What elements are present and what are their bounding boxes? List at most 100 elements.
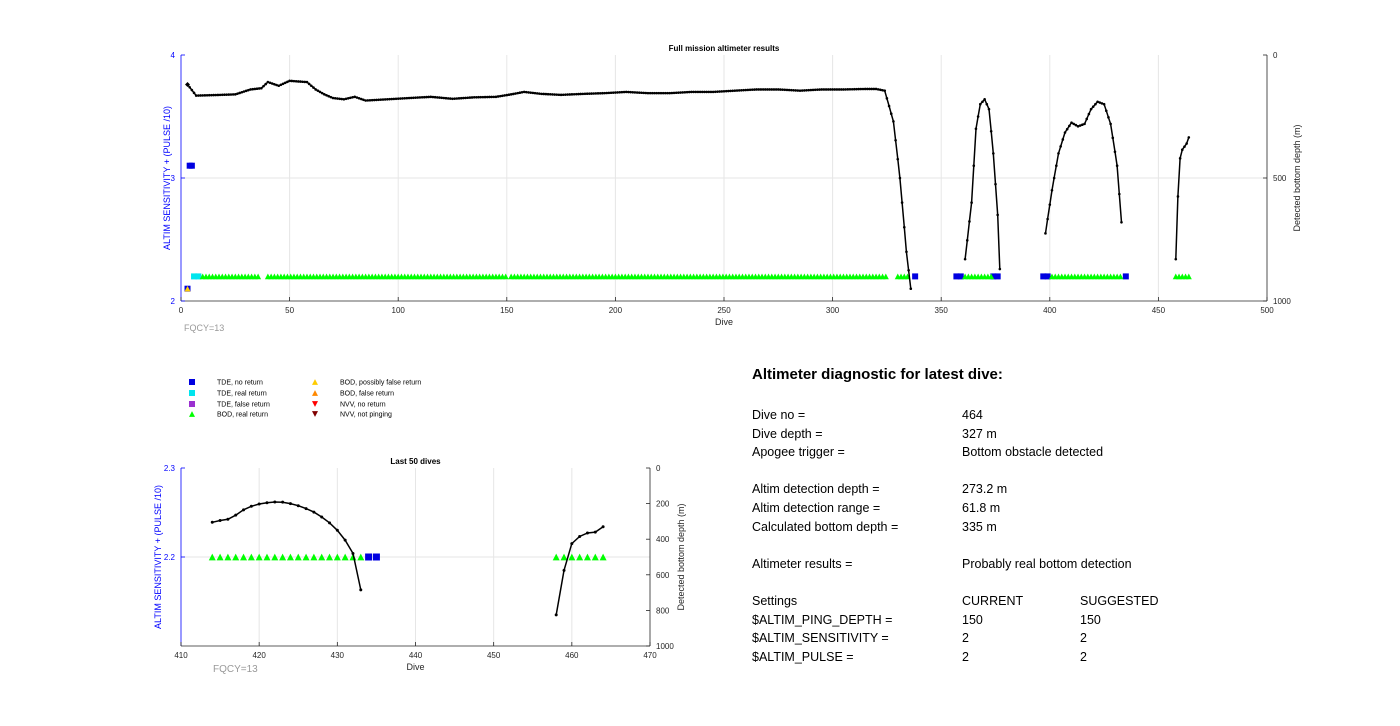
bottom-depth-point — [850, 87, 854, 91]
bottom-depth-point — [1050, 189, 1054, 192]
bottom-depth-point — [370, 98, 374, 102]
bottom-depth-point — [247, 88, 250, 92]
bottom-depth-point — [362, 98, 365, 102]
bottom-depth-point — [729, 89, 732, 93]
bottom-depth-point — [216, 93, 220, 97]
bottom-depth-point — [316, 89, 320, 92]
tde-real-return-marker — [191, 273, 198, 280]
bottom-depth-point — [709, 90, 713, 94]
bottom-depth-point — [364, 99, 367, 102]
tde-no-return-marker — [1040, 273, 1047, 280]
altim-detection-range-value: 61.8 m — [962, 500, 1001, 515]
bottom-depth-point — [970, 201, 973, 204]
bottom-depth-point — [244, 89, 248, 93]
bottom-depth-point — [431, 95, 435, 99]
legend-label: NVV, not pinging — [340, 412, 392, 419]
bottom-depth-point — [718, 90, 721, 93]
legend-label: NVV, no return — [340, 402, 386, 409]
bottom-depth-point — [976, 115, 980, 118]
bottom-depth-point — [368, 98, 372, 102]
bottom-depth-point — [305, 80, 309, 84]
x-tick-label: 440 — [409, 651, 423, 660]
bottom-depth-point — [207, 93, 211, 97]
bottom-depth-point — [983, 97, 986, 101]
bottom-depth-point — [750, 88, 754, 91]
bottom-depth-point — [346, 96, 350, 100]
bottom-depth-point — [501, 94, 504, 98]
bottom-depth-point — [1078, 124, 1082, 127]
bottom-depth-point — [733, 89, 737, 92]
bottom-depth-point — [453, 97, 456, 100]
bottom-depth-point — [642, 91, 645, 95]
bottom-depth-point — [809, 88, 813, 92]
bottom-depth-point — [333, 96, 337, 100]
bottom-depth-point — [731, 89, 734, 93]
bottom-depth-point — [593, 530, 597, 534]
bottom-depth-point — [772, 88, 776, 91]
bottom-depth-point — [659, 91, 663, 95]
bottom-depth-point — [192, 91, 196, 95]
bottom-depth-point — [783, 88, 787, 92]
bottom-depth-point — [251, 87, 254, 91]
bottom-depth-point — [201, 94, 205, 97]
bottom-depth-point — [229, 93, 233, 96]
bottom-depth-point — [700, 90, 704, 94]
bottom-depth-point — [664, 91, 667, 95]
bottom-depth-point — [540, 92, 543, 96]
altim-detection-depth-label: Altim detection depth = — [752, 482, 880, 497]
legend-label: BOD, false return — [340, 391, 394, 398]
bottom-depth-point — [485, 95, 489, 99]
bottom-depth-point — [644, 91, 648, 95]
bod-real-return-marker — [240, 553, 248, 561]
tde-real-return-legend-marker — [189, 390, 195, 396]
bod-real-return-marker — [247, 553, 255, 561]
setting-name: $ALTIM_SENSITIVITY = — [752, 631, 889, 646]
bottom-depth-point — [905, 250, 908, 254]
dive-no-value: 464 — [962, 408, 983, 422]
bottom-depth-point — [1089, 107, 1093, 111]
bottom-depth-point — [824, 88, 828, 91]
bottom-depth-point — [575, 92, 578, 96]
calculated-bottom-label: Calculated bottom depth = — [752, 519, 899, 534]
bottom-depth-point — [620, 90, 624, 94]
bottom-depth-point — [694, 90, 698, 94]
dive-no-row: Dive no = 464 — [752, 406, 1392, 425]
bottom-depth-point — [898, 176, 902, 180]
settings-label: Settings — [752, 593, 798, 608]
bottom-depth-point — [1057, 152, 1060, 155]
bottom-depth-point — [375, 98, 378, 102]
legend-label: TDE, real return — [217, 391, 267, 398]
bottom-depth-point — [796, 89, 800, 92]
bottom-depth-point — [1074, 123, 1078, 127]
bottom-depth-point — [210, 520, 214, 524]
bottom-depth-point — [900, 201, 904, 204]
bottom-depth-point — [857, 87, 860, 91]
bottom-depth-point — [777, 88, 780, 91]
bottom-depth-point — [846, 88, 850, 91]
bottom-depth-point — [257, 87, 261, 90]
bottom-depth-point — [683, 90, 687, 94]
bottom-depth-point — [820, 88, 824, 91]
calculated-bottom-value: 335 m — [962, 519, 997, 534]
setting-name: $ALTIM_PULSE = — [752, 649, 854, 664]
tde-false-return-legend-marker — [189, 401, 195, 407]
bottom-depth-point — [312, 86, 315, 89]
setting-name: $ALTIM_PING_DEPTH = — [752, 612, 893, 627]
x-tick-label: 500 — [1260, 306, 1274, 315]
bottom-depth-point — [281, 500, 285, 504]
bottom-depth-point — [561, 93, 565, 97]
bottom-depth-point — [822, 88, 826, 91]
tde-no-return-legend-marker — [189, 379, 195, 385]
bottom-depth-point — [512, 92, 515, 96]
bod-real-return-marker — [208, 553, 216, 561]
bottom-depth-point — [533, 91, 537, 95]
bottom-depth-point — [1076, 125, 1080, 128]
bottom-depth-point — [403, 96, 407, 100]
bottom-depth-point — [1120, 220, 1123, 224]
bottom-depth-point — [829, 88, 832, 91]
bottom-depth-point — [996, 213, 999, 217]
bottom-depth-point — [598, 91, 602, 95]
bottom-depth-point — [396, 97, 400, 100]
bottom-depth-point — [646, 91, 650, 95]
